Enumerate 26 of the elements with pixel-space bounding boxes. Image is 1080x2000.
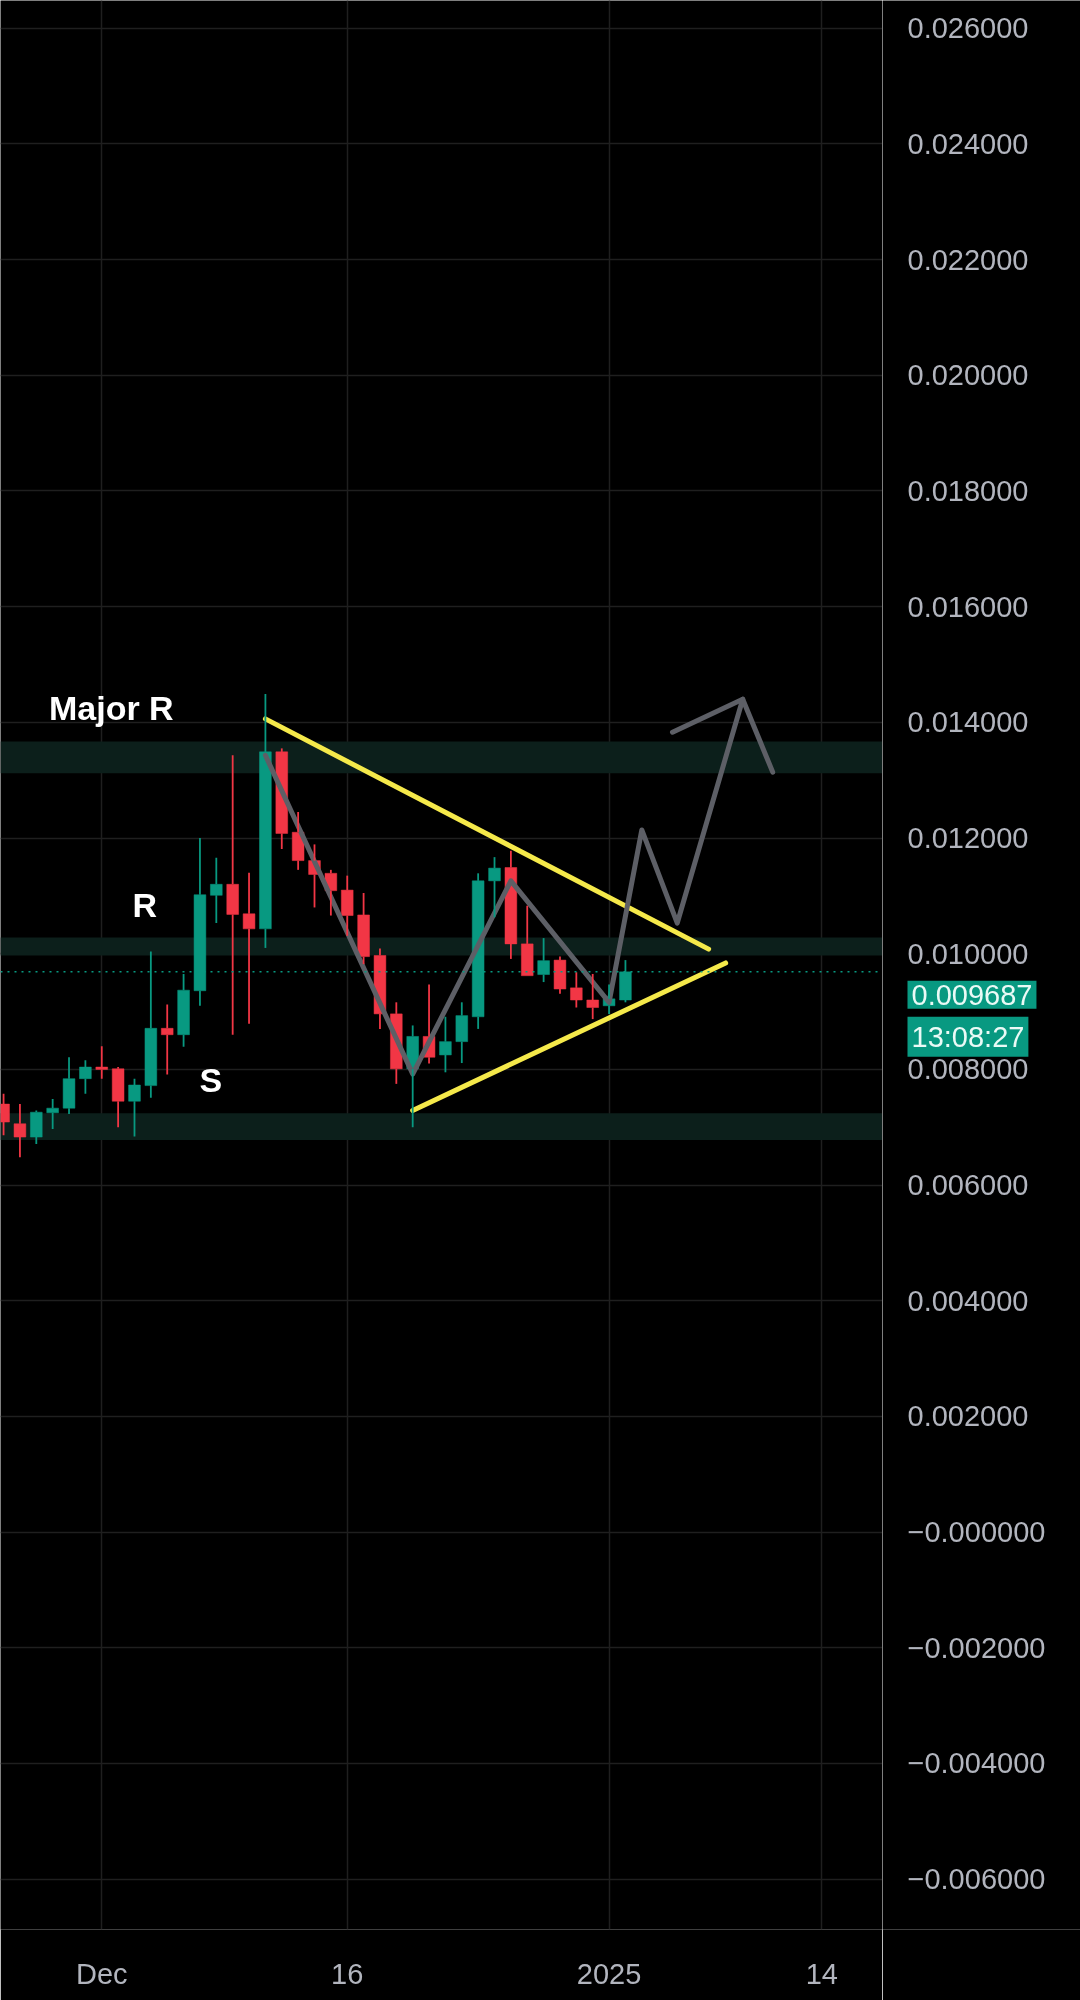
annotation: Major R [48, 689, 174, 728]
y-tick-label: 0.002000 [907, 1400, 1029, 1433]
x-tick-label: 2025 [576, 1957, 642, 1990]
y-tick-label: 0.026000 [907, 12, 1029, 45]
y-tick-label: −0.002000 [907, 1631, 1046, 1664]
annotation: S [199, 1061, 223, 1100]
ref-line-label: 0.009687 [911, 978, 1033, 1011]
y-tick-label: −0.006000 [907, 1863, 1046, 1896]
y-tick-label: 0.004000 [907, 1284, 1029, 1317]
text: 13:08:27 [911, 1020, 1025, 1053]
y-tick-label: 0.016000 [907, 590, 1029, 623]
y-tick-label: 0.010000 [907, 937, 1029, 970]
y-tick-label: 0.020000 [907, 359, 1029, 392]
y-tick-label: 0.012000 [907, 822, 1029, 855]
y-tick-label: −0.004000 [907, 1747, 1046, 1780]
y-tick-label: 0.018000 [907, 474, 1029, 507]
x-tick-label: Dec [75, 1957, 128, 1990]
y-tick-label: −0.000000 [907, 1516, 1046, 1549]
y-tick-label: 0.022000 [907, 243, 1029, 276]
x-tick-label: 14 [805, 1957, 838, 1990]
annotation: R [132, 885, 157, 924]
y-tick-label: 0.008000 [907, 1053, 1029, 1086]
x-tick-label: 16 [331, 1957, 364, 1990]
y-tick-label: 0.006000 [907, 1169, 1029, 1202]
y-tick-label: 0.024000 [907, 127, 1029, 160]
y-tick-label: 0.014000 [907, 706, 1029, 739]
